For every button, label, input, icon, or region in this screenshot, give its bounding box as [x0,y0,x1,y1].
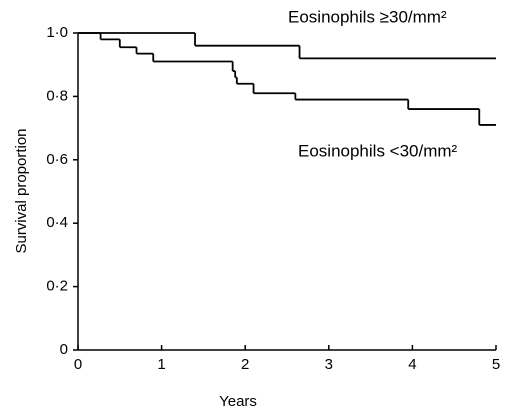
y-axis-label: Survival proportion [13,128,30,253]
series-label: Eosinophils ≥30/mm² [288,7,447,26]
series-label: Eosinophils <30/mm² [298,141,458,160]
y-tick-label: 0·2 [46,278,68,295]
x-tick-label: 3 [325,356,333,373]
x-axis-label: Years [219,393,257,410]
y-tick-label: 0·4 [46,214,68,231]
y-tick-label: 1·0 [46,24,68,41]
x-tick-label: 2 [241,356,249,373]
y-tick-label: 0·6 [46,151,68,168]
x-tick-label: 4 [408,356,416,373]
x-tick-label: 0 [74,356,82,373]
x-tick-label: 5 [492,356,500,373]
y-tick-label: 0 [60,341,68,358]
x-tick-label: 1 [157,356,165,373]
y-tick-label: 0·8 [46,87,68,104]
